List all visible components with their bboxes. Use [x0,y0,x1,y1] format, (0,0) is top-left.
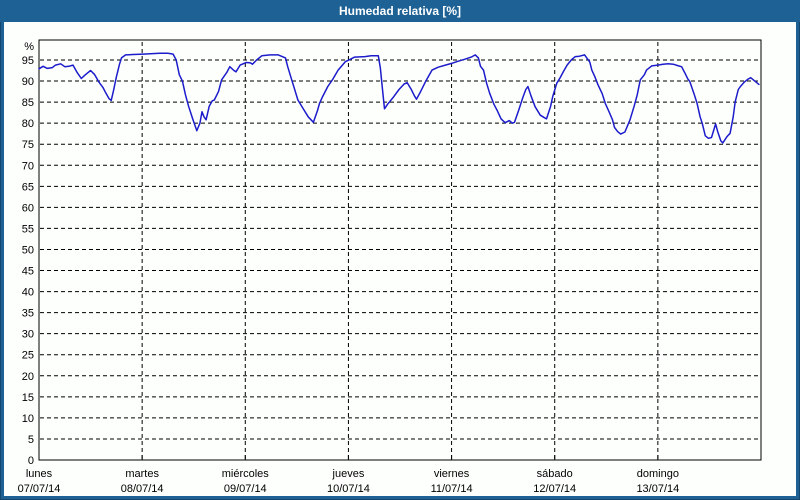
chart-title: Humedad relativa [%] [338,4,462,18]
y-tick-label: 75 [22,139,34,151]
x-day-label: jueves [332,468,365,480]
x-date-label: 10/07/14 [327,483,370,495]
x-date-label: 11/07/14 [431,483,473,495]
y-tick-label: 35 [22,308,34,320]
y-tick-label: 85 [22,97,34,109]
plot-border [38,39,762,461]
y-tick-label: 50 [22,244,34,256]
x-day-label: lunes [26,468,53,480]
y-tick-label: 20 [22,371,34,383]
y-tick-label: 30 [22,329,34,341]
y-tick-label: 95 [22,55,34,67]
x-day-label: miércoles [222,468,270,480]
y-tick-label: 15 [22,392,34,404]
x-day-label: martes [125,468,159,480]
y-tick-label: 0 [28,455,34,467]
y-tick-label: 80 [22,118,34,130]
chart-panel [4,22,796,496]
y-tick-label: 25 [22,350,34,362]
x-day-label: sábado [537,468,573,480]
x-day-label: domingo [637,468,679,480]
y-tick-label: 90 [22,76,34,88]
humidity-series-line [38,52,760,144]
y-axis-unit-label: % [24,41,34,53]
y-tick-label: 40 [22,287,34,299]
y-tick-label: 70 [22,160,34,172]
y-tick-label: 60 [22,202,34,214]
y-tick-label: 45 [22,266,34,278]
y-tick-label: 55 [22,223,34,235]
window-title-bar: Humedad relativa [%] [0,0,800,22]
x-date-label: 13/07/14 [636,483,679,495]
x-date-label: 07/07/14 [18,483,61,495]
x-date-label: 08/07/14 [121,483,164,495]
y-tick-label: 65 [22,181,34,193]
x-date-label: 12/07/14 [533,483,576,495]
x-date-label: 09/07/14 [224,483,267,495]
y-tick-label: 10 [22,413,34,425]
x-day-label: viernes [434,468,470,480]
y-tick-label: 5 [28,434,34,446]
